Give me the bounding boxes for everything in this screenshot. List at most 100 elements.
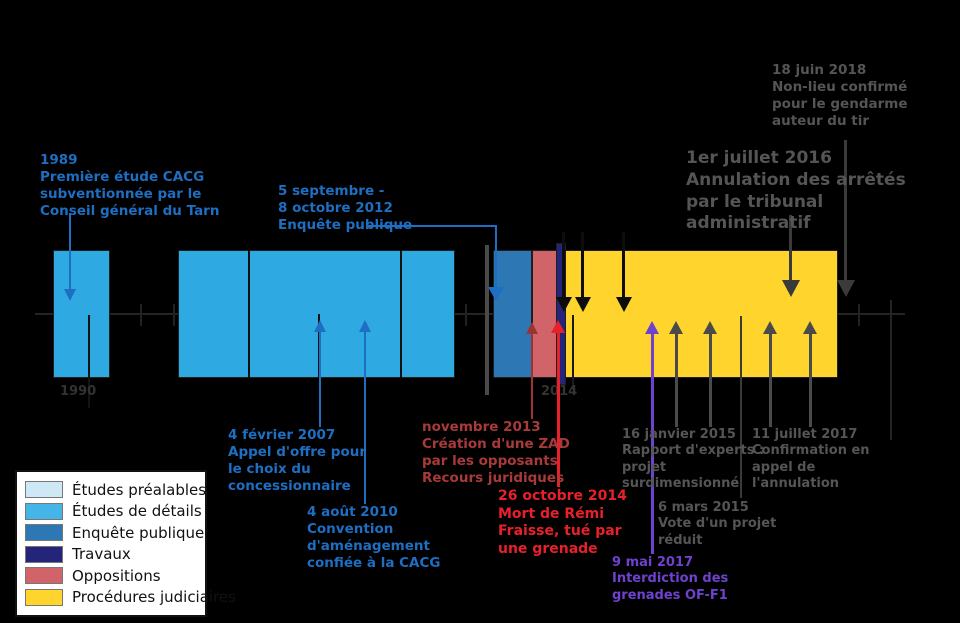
legend-box: Études préalables Études de détails Enqu… <box>15 470 236 617</box>
annotation-line: 8 octobre 2012 <box>278 200 393 216</box>
block-divider <box>400 250 402 378</box>
connector-enquete <box>495 225 497 287</box>
arrow-rapport-experts-2 <box>709 334 712 427</box>
annotation-line: 4 août 2010 <box>307 504 398 520</box>
arrowhead-nonlieu <box>837 280 855 297</box>
separator-bar <box>485 245 489 395</box>
arrow-confirmation-appel-2 <box>809 334 812 427</box>
arrow-creation-zad <box>531 334 533 419</box>
annotation-line: 18 juin 2018 <box>772 62 867 78</box>
arrow-event-down <box>581 232 584 298</box>
annotation-line: Enquête publique <box>278 217 413 233</box>
annotation-line: auteur du tir <box>772 113 870 129</box>
arrowhead-enquete <box>488 287 504 301</box>
connector-line <box>740 316 742 498</box>
arrowhead-rapport-experts-2 <box>703 321 717 334</box>
arrowhead-convention <box>359 320 371 332</box>
annotation-line: grenades OF-F1 <box>612 587 728 603</box>
legend-label: Procédures judiciaires <box>72 588 236 607</box>
annotation-line: le choix du <box>228 461 311 477</box>
annotation-line: Annulation des arrêtés <box>686 169 906 190</box>
arrow-appel-offre <box>319 332 321 427</box>
legend-item-etudes-details: Études de détails <box>25 501 202 523</box>
annotation-line: 16 janvier 2015 <box>622 427 736 442</box>
annotation-line: novembre 2013 <box>422 419 541 435</box>
annotation-line: 5 septembre - <box>278 183 385 199</box>
arrow-interdiction-grenades <box>651 334 654 554</box>
arrowhead-mort-remi <box>551 320 565 333</box>
arrow-premiere-etude <box>69 213 71 289</box>
annotation-line: concessionnaire <box>228 478 351 494</box>
annotation-line: Confirmation en <box>752 443 870 459</box>
legend-swatch-etudes-details <box>25 502 63 520</box>
legend-item-etudes-prealables: Études préalables <box>25 479 206 501</box>
annotation-line: administratif <box>686 213 811 234</box>
legend-item-oppositions: Oppositions <box>25 565 197 587</box>
annotation-line: confiée à la CACG <box>307 555 441 571</box>
annotation-line: Non-lieu confirmé <box>772 79 908 95</box>
arrow-event-down <box>622 232 625 298</box>
annotation-line: subventionnée par le <box>40 186 202 202</box>
period-travaux <box>556 243 566 385</box>
annotation-line: Interdiction des <box>612 571 729 587</box>
annotation-line: projet <box>622 459 667 475</box>
legend-item-enquete-publique: Enquête publique <box>25 522 204 544</box>
arrowhead-confirmation-appel-2 <box>803 321 817 334</box>
annotation-line: l'annulation <box>752 476 840 492</box>
annotation-line: pour le gendarme <box>772 96 908 112</box>
annotation-appel-offre: 4 février 2007 Appel d'offre pour le choix… <box>228 427 366 495</box>
period-enquete-publique <box>493 250 532 378</box>
annotation-line: une grenade <box>498 540 598 557</box>
period-oppositions <box>532 250 558 378</box>
annotation-line: 26 octobre 2014 <box>498 488 627 504</box>
annotation-annulation-arretes: 1er juillet 2016 Annulation des arrêtés pa… <box>686 148 906 235</box>
arrowhead-appel-offre <box>314 320 326 332</box>
arrowhead-event-down <box>616 297 632 312</box>
legend-item-travaux: Travaux <box>25 544 197 566</box>
connector-enquete <box>368 225 497 227</box>
period-etudes-de-details <box>178 250 455 378</box>
annotation-enquete-publique: 5 septembre -8 octobre 2012 Enquête publi… <box>278 183 412 234</box>
annotation-nonlieu-gendarme: 18 juin 2018 Non-lieu confirmé pour le gen… <box>772 62 907 130</box>
block-divider <box>88 315 90 408</box>
legend-swatch-procedures-judiciaires <box>25 588 63 606</box>
annotation-interdiction-grenades: 9 mai 2017 Interdiction des grenades OF-F1 <box>612 555 728 604</box>
arrowhead-confirmation-appel <box>763 321 777 334</box>
time-axis <box>35 313 905 315</box>
legend-swatch-etudes-prealables <box>25 481 63 499</box>
arrowhead-event-down <box>575 297 591 312</box>
annotation-line: 1989 <box>40 152 78 168</box>
annotation-line: surdimensionné <box>622 476 740 492</box>
legend-label: Oppositions <box>72 566 161 585</box>
annotation-mort-remi-fraisse: 26 octobre 2014 Mort de Rémi Fraisse, tué … <box>498 488 627 559</box>
arrow-annulation <box>789 215 792 281</box>
arrow-nonlieu <box>844 140 847 281</box>
annotation-rapport-experts: 16 janvier 2015 Rapport d'experts : projet… <box>622 427 764 493</box>
legend-swatch-travaux <box>25 545 63 563</box>
arrowhead-creation-zad <box>526 322 538 334</box>
arrow-rapport-experts <box>675 334 678 427</box>
legend-swatch-oppositions <box>25 567 63 585</box>
legend-label: Études de détails <box>72 502 202 521</box>
legend-label: Études préalables <box>72 480 207 499</box>
annotation-premiere-etude: 1989 Première étude CACG subventionnée par… <box>40 152 219 220</box>
block-divider <box>248 250 250 378</box>
legend-item-procedures-judiciaires: Procédures judiciaires <box>25 587 236 609</box>
annotation-creation-zad: novembre 2013 Création d'une ZAD par les o… <box>422 419 570 487</box>
legend-swatch-enquete-publique <box>25 524 63 542</box>
annotation-line: Recours juridiques <box>422 470 565 486</box>
arrowhead-premiere-etude <box>64 289 76 301</box>
arrowhead-rapport-experts <box>669 321 683 334</box>
annotation-confirmation-appel: 11 juillet 2017 Confirmation en appel de l'… <box>752 427 870 493</box>
annotation-line: 1er juillet 2016 <box>686 148 832 168</box>
connector-line <box>572 315 574 390</box>
axis-tick <box>465 304 467 326</box>
arrow-event-down <box>562 232 565 298</box>
period-etude-initiale <box>53 250 110 378</box>
annotation-line: 9 mai 2017 <box>612 555 694 570</box>
annotation-line: Convention <box>307 521 394 537</box>
annotation-line: Création d'une ZAD <box>422 436 570 452</box>
legend-label: Travaux <box>72 545 131 564</box>
annotation-convention-amenagement: 4 août 2010 Convention d'aménagement confié… <box>307 504 441 572</box>
